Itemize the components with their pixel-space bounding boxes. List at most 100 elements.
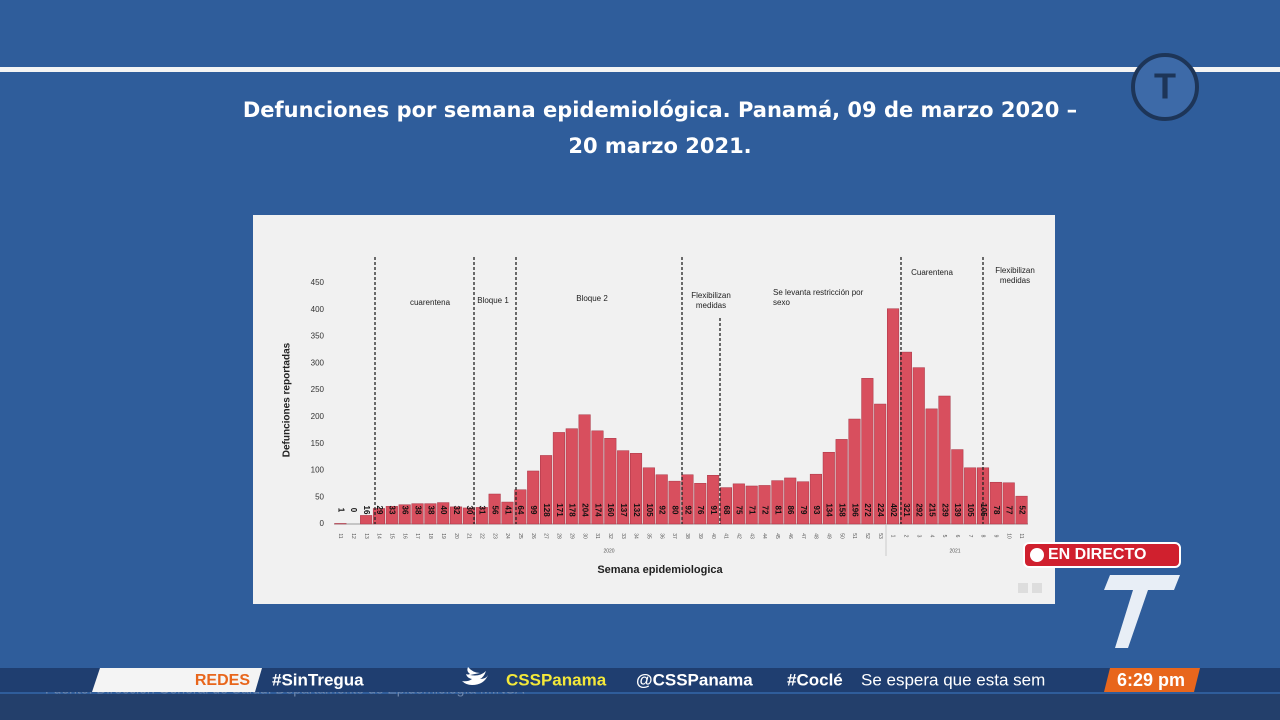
bar bbox=[1015, 495, 1028, 525]
bar-value-label: 38 bbox=[426, 506, 435, 515]
x-tick-label: 8 bbox=[980, 535, 986, 538]
bar-value-label: 93 bbox=[812, 506, 821, 515]
bar bbox=[835, 439, 848, 525]
bar-value-label: 105 bbox=[966, 503, 975, 517]
x-tick-label: 36 bbox=[658, 533, 664, 539]
bar-value-label: 81 bbox=[773, 506, 782, 515]
bar bbox=[334, 523, 347, 525]
ticker-item: #Coclé bbox=[787, 670, 843, 689]
x-tick-label: 49 bbox=[825, 533, 831, 539]
x-tick-label: 41 bbox=[723, 533, 729, 539]
x-tick-label: 29 bbox=[568, 533, 574, 539]
bar-value-label: 239 bbox=[940, 503, 949, 517]
x-tick-label: 45 bbox=[774, 533, 780, 539]
bar-value-label: 36 bbox=[401, 506, 410, 515]
y-tick-label: 150 bbox=[311, 439, 325, 448]
bar bbox=[565, 428, 578, 525]
bar-value-label: 40 bbox=[439, 506, 448, 515]
x-tick-label: 15 bbox=[389, 533, 395, 539]
section-label: REDES bbox=[195, 672, 250, 689]
x-tick-label: 34 bbox=[633, 533, 639, 539]
annotation-line: Flexibilizan bbox=[691, 291, 731, 300]
bar bbox=[861, 378, 874, 525]
bar-value-label: 31 bbox=[478, 506, 487, 515]
bar bbox=[385, 506, 398, 525]
x-tick-label: 42 bbox=[736, 533, 742, 539]
ticker-item: CSSPanama bbox=[506, 670, 607, 689]
nav-button bbox=[1018, 583, 1028, 593]
x-tick-label: 37 bbox=[671, 533, 677, 539]
bar-value-label: 224 bbox=[876, 503, 885, 517]
y-tick-label: 0 bbox=[320, 519, 325, 528]
x-tick-label: 3 bbox=[915, 535, 921, 538]
year-label: 2020 bbox=[603, 548, 614, 554]
bar-value-label: 134 bbox=[825, 503, 834, 517]
logo bbox=[1131, 53, 1199, 121]
bar-value-label: 139 bbox=[953, 503, 962, 517]
bar bbox=[629, 453, 643, 525]
x-tick-label: 46 bbox=[787, 533, 793, 539]
annotation-line: medidas bbox=[696, 301, 726, 310]
x-tick-label: 19 bbox=[440, 533, 446, 539]
source-bar bbox=[0, 694, 1280, 720]
bar-value-label: 56 bbox=[491, 506, 500, 515]
bar-value-label: 174 bbox=[593, 503, 602, 517]
bar bbox=[501, 501, 514, 525]
phase-annotation: Flexibilizan medidas bbox=[995, 266, 1035, 285]
x-tick-label: 27 bbox=[543, 533, 549, 539]
ticker-item: #SinTregua bbox=[272, 670, 364, 689]
y-tick-label: 100 bbox=[311, 466, 325, 475]
y-tick-label: 400 bbox=[311, 305, 325, 314]
bar-value-label: 204 bbox=[581, 503, 590, 517]
x-tick-label: 30 bbox=[581, 533, 587, 539]
bar bbox=[874, 403, 887, 525]
x-tick-label: 51 bbox=[851, 533, 857, 539]
phase-annotation: Se levanta restricción por sexo bbox=[773, 288, 864, 307]
x-tick-label: 28 bbox=[556, 533, 562, 539]
phase-annotation: Flexibilizan medidas bbox=[691, 291, 731, 310]
bar-value-label: 80 bbox=[670, 506, 679, 515]
x-tick-label: 20 bbox=[453, 533, 459, 539]
bar-value-label: 29 bbox=[375, 506, 384, 515]
bar-value-label: 0 bbox=[349, 508, 358, 513]
y-tick-label: 300 bbox=[311, 358, 325, 367]
year-label: 2021 bbox=[949, 548, 960, 554]
bar-value-label: 76 bbox=[696, 506, 705, 515]
bar bbox=[527, 470, 540, 525]
bar-value-label: 402 bbox=[889, 503, 898, 517]
x-tick-label: 40 bbox=[710, 533, 716, 539]
bar-value-label: 86 bbox=[786, 506, 795, 515]
bar-value-label: 178 bbox=[568, 503, 577, 517]
x-tick-label: 18 bbox=[427, 533, 433, 539]
bar bbox=[578, 414, 591, 525]
bar bbox=[797, 481, 810, 525]
phase-annotation: cuarentena bbox=[410, 298, 451, 307]
annotation-line: medidas bbox=[1000, 276, 1030, 285]
bar-value-label: 171 bbox=[555, 503, 564, 517]
bar bbox=[668, 480, 681, 525]
bar bbox=[899, 351, 912, 525]
x-tick-label: 2 bbox=[903, 535, 909, 538]
bar bbox=[604, 438, 617, 525]
x-tick-label: 11 bbox=[337, 533, 343, 538]
bar-value-label: 38 bbox=[413, 506, 422, 515]
bar bbox=[822, 451, 835, 525]
bar-value-label: 78 bbox=[992, 506, 1001, 515]
bar-value-label: 158 bbox=[838, 503, 847, 517]
bar-value-label: 32 bbox=[452, 506, 461, 515]
bar-value-label: 91 bbox=[709, 506, 718, 515]
bar bbox=[360, 515, 373, 525]
bar-value-label: 77 bbox=[1005, 506, 1014, 515]
ticker-item: Se espera que esta sem bbox=[861, 670, 1045, 689]
bar-value-label: 105 bbox=[979, 503, 988, 517]
bar bbox=[771, 480, 784, 525]
bar-value-label: 52 bbox=[1017, 506, 1026, 515]
phase-annotation: Cuarentena bbox=[911, 268, 953, 277]
bar bbox=[642, 467, 655, 525]
x-tick-label: 24 bbox=[504, 533, 510, 539]
y-tick-label: 350 bbox=[311, 332, 325, 341]
bar-value-label: 41 bbox=[503, 506, 512, 515]
bar bbox=[848, 418, 861, 525]
